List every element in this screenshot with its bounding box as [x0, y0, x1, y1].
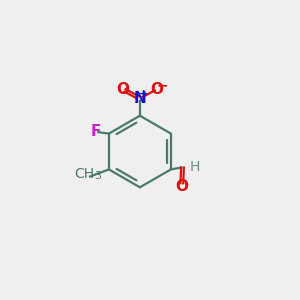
Text: O: O — [151, 82, 164, 97]
Text: F: F — [90, 124, 101, 139]
Text: 3: 3 — [94, 171, 102, 181]
Text: N: N — [134, 91, 146, 106]
Text: +: + — [139, 89, 148, 99]
Text: O: O — [175, 178, 188, 194]
Text: CH: CH — [74, 167, 94, 182]
Text: −: − — [157, 78, 168, 92]
Text: H: H — [190, 160, 200, 174]
Text: O: O — [116, 82, 129, 97]
